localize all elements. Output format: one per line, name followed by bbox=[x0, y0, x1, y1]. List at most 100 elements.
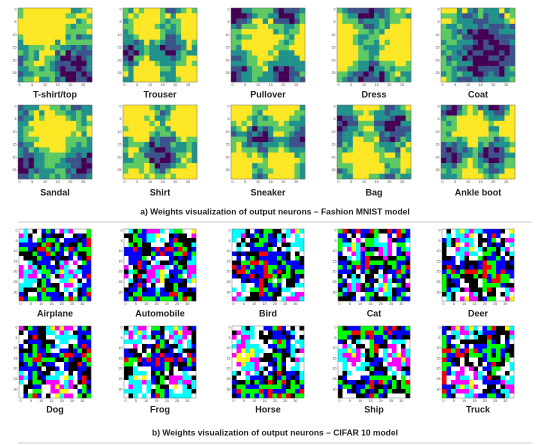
pixel bbox=[496, 274, 501, 279]
pixel bbox=[77, 384, 83, 390]
pixel bbox=[374, 13, 380, 19]
pixel bbox=[262, 110, 269, 116]
pixel bbox=[395, 142, 401, 148]
pixel bbox=[455, 339, 461, 345]
pixel bbox=[68, 283, 74, 288]
pixel bbox=[231, 173, 237, 180]
pixel bbox=[460, 274, 465, 279]
pixel bbox=[277, 371, 282, 376]
pixel bbox=[68, 251, 74, 257]
pixel bbox=[128, 287, 134, 293]
pixel bbox=[360, 251, 366, 257]
pixel bbox=[254, 265, 260, 270]
pixel bbox=[505, 274, 510, 279]
pixel bbox=[451, 60, 458, 67]
pixel bbox=[123, 157, 129, 164]
pixel bbox=[68, 362, 74, 367]
pixel bbox=[504, 55, 510, 62]
pixel bbox=[232, 393, 237, 399]
pixel bbox=[55, 110, 61, 116]
image-frame bbox=[17, 104, 93, 180]
pixel bbox=[273, 131, 279, 137]
pixel bbox=[81, 39, 87, 46]
pixel bbox=[446, 260, 452, 266]
pixel bbox=[352, 163, 359, 169]
pixel bbox=[232, 335, 237, 340]
pixel bbox=[133, 375, 138, 381]
pixel bbox=[272, 362, 278, 367]
x-tick-label: 30 bbox=[399, 302, 403, 306]
pixel bbox=[155, 362, 161, 367]
pixel bbox=[400, 115, 406, 122]
pixel bbox=[82, 330, 87, 336]
pixel bbox=[86, 29, 93, 35]
pixel bbox=[469, 260, 474, 266]
pixel bbox=[128, 229, 134, 234]
pixel bbox=[245, 247, 251, 252]
pixel bbox=[401, 265, 406, 270]
pixel bbox=[387, 348, 393, 354]
pixel bbox=[257, 105, 263, 111]
pixel bbox=[493, 152, 500, 159]
pixel bbox=[241, 357, 246, 363]
pixel bbox=[60, 131, 66, 137]
y-tick-label: 25 bbox=[13, 71, 17, 75]
pixel bbox=[478, 23, 484, 30]
pixel bbox=[142, 260, 147, 266]
pixel bbox=[281, 233, 287, 239]
pixel bbox=[262, 131, 269, 137]
pixel bbox=[342, 55, 348, 62]
pixel bbox=[268, 136, 274, 143]
y-tick-label: 25 bbox=[333, 377, 337, 381]
pixel bbox=[128, 136, 134, 143]
y-tick-label: 25 bbox=[13, 168, 17, 172]
pixel bbox=[236, 115, 242, 122]
y-tick-label: 15 bbox=[118, 143, 122, 147]
pixel bbox=[257, 120, 263, 127]
pixel bbox=[272, 326, 278, 331]
pixel bbox=[358, 39, 364, 46]
pixel bbox=[446, 39, 452, 46]
y-tick-label: 10 bbox=[333, 346, 337, 350]
pixel bbox=[39, 168, 45, 174]
pixel bbox=[133, 326, 138, 331]
pixel bbox=[32, 296, 38, 302]
pixel bbox=[49, 126, 56, 132]
pixel bbox=[49, 163, 56, 169]
pixel bbox=[299, 344, 305, 349]
pixel bbox=[181, 105, 187, 111]
pixel bbox=[154, 18, 161, 25]
pixel bbox=[342, 384, 348, 390]
pixel bbox=[151, 339, 156, 345]
pixel bbox=[358, 115, 364, 122]
pixel bbox=[500, 278, 506, 284]
pixel bbox=[33, 136, 40, 143]
pixel bbox=[469, 292, 474, 297]
pixel bbox=[478, 283, 483, 288]
pixel bbox=[500, 335, 506, 340]
pixel bbox=[272, 274, 278, 279]
pixel bbox=[187, 330, 192, 336]
pixel bbox=[491, 238, 497, 243]
pixel bbox=[128, 344, 134, 349]
pixel bbox=[23, 126, 29, 132]
pixel bbox=[286, 375, 291, 381]
pixel bbox=[50, 233, 56, 239]
pixel bbox=[469, 353, 474, 358]
pixel bbox=[446, 163, 452, 169]
pixel bbox=[488, 13, 495, 19]
pixel bbox=[290, 389, 296, 394]
pixel bbox=[446, 384, 452, 390]
pixel bbox=[77, 247, 83, 252]
pixel bbox=[164, 251, 170, 257]
pixel bbox=[473, 389, 479, 394]
pixel bbox=[500, 296, 506, 302]
pixel bbox=[232, 380, 237, 385]
pixel bbox=[39, 131, 45, 137]
pixel bbox=[263, 366, 269, 372]
pixel bbox=[263, 335, 269, 340]
x-tick-label: 10 bbox=[466, 180, 470, 184]
pixel bbox=[472, 29, 479, 35]
pixel bbox=[342, 152, 348, 159]
pixel bbox=[356, 362, 361, 367]
